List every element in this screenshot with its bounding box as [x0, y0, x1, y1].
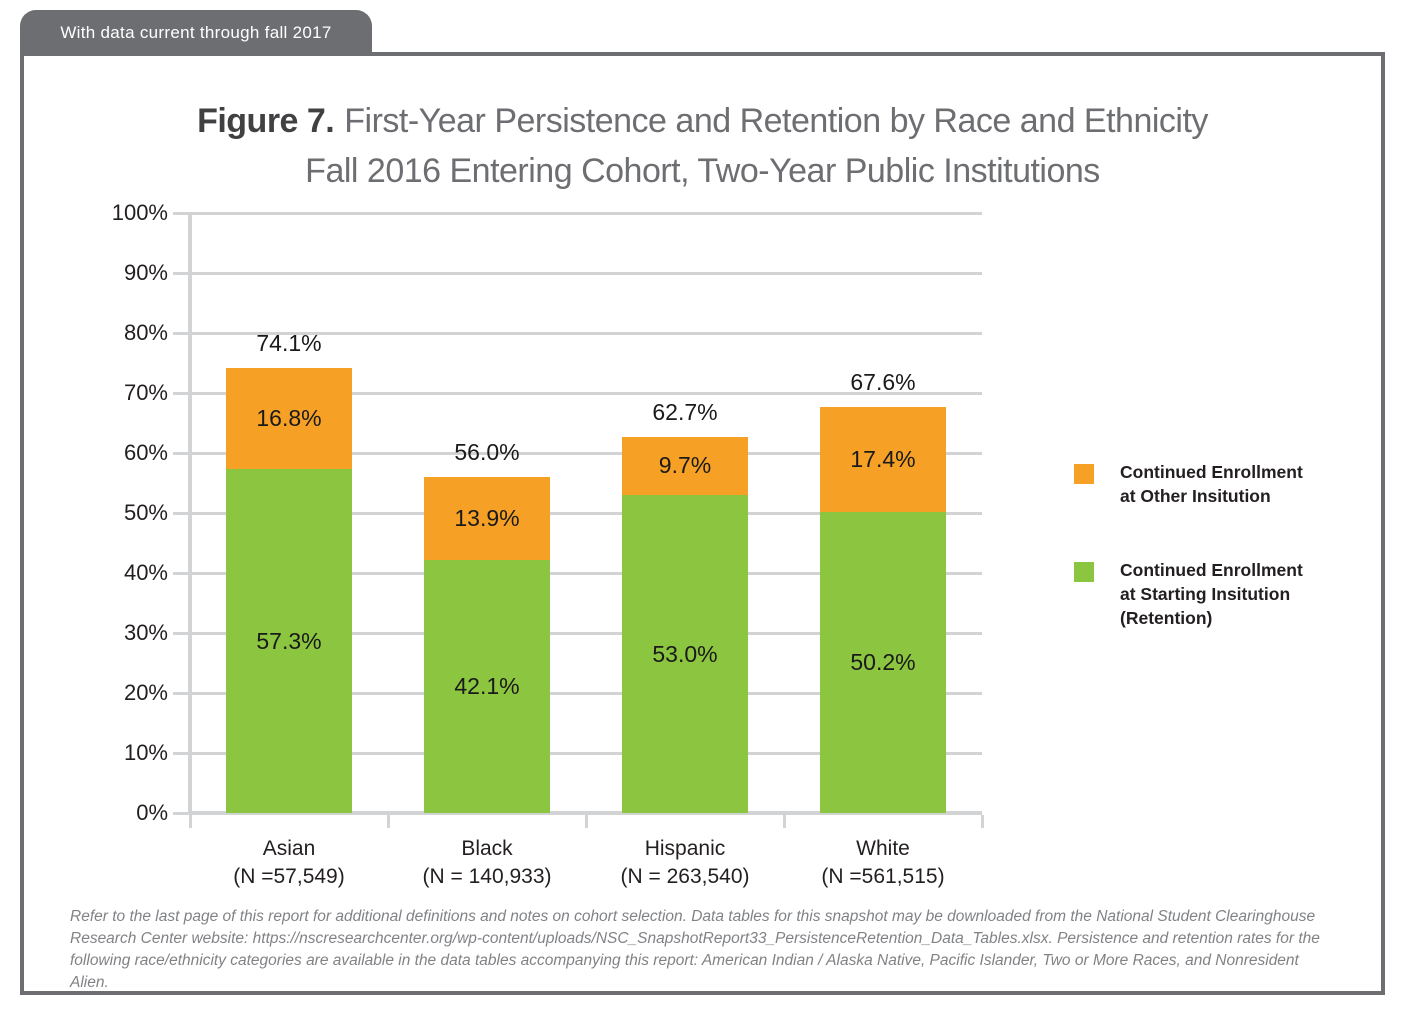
x-category-label: Black (N = 140,933): [388, 835, 586, 891]
y-axis-tick: [173, 691, 190, 695]
chart-plot-area: 0% 10% 20% 30% 40% 50% 60% 70% 80% 90% 100% 16.8% 57…: [112, 200, 984, 888]
gridline: [190, 631, 982, 635]
stacked-bar: 13.9% 42.1%: [424, 477, 550, 813]
y-tick-label: 30%: [123, 620, 168, 645]
x-axis-line: [190, 811, 982, 815]
category-name: White: [856, 837, 910, 860]
bar-total-label: 74.1%: [256, 330, 322, 357]
y-axis-tick: [173, 211, 190, 215]
legend-label-line: at Other Insitution: [1120, 486, 1271, 506]
y-tick-label: 40%: [123, 560, 168, 585]
y-axis-tick: [173, 751, 190, 755]
category-n-count: (N =561,515): [821, 865, 945, 888]
bar-total-label: 56.0%: [454, 439, 520, 465]
bar-segment-retention: 42.1%: [424, 560, 550, 813]
figure-title: Figure 7. First-Year Persistence and Rete…: [20, 96, 1385, 196]
bar-segment-value: 17.4%: [850, 446, 916, 473]
y-axis-tick: [173, 511, 190, 515]
x-axis-tick: [188, 815, 192, 828]
legend-label-line: Continued Enrollment: [1120, 560, 1303, 580]
bar-segment-value: 50.2%: [850, 648, 916, 675]
y-tick-label: 60%: [123, 440, 168, 465]
y-axis-tick: [173, 571, 190, 575]
y-tick-label: 90%: [123, 260, 168, 285]
x-category-label: Hispanic (N = 263,540): [586, 835, 784, 891]
y-tick-label: 20%: [123, 680, 168, 705]
y-tick-label: 50%: [123, 500, 168, 525]
x-axis-tick: [584, 815, 588, 828]
bar-segment-value: 9.7%: [658, 452, 712, 479]
y-axis-tick: [173, 271, 190, 275]
header-tab: With data current through fall 2017: [20, 10, 372, 56]
x-category-label: White (N =561,515): [784, 835, 982, 891]
legend-label: Continued Enrollment at Starting Insituti…: [1120, 558, 1303, 630]
y-axis-tick: [173, 631, 190, 635]
y-tick-label: 0%: [136, 800, 168, 825]
title-line-1: Figure 7. First-Year Persistence and Rete…: [20, 96, 1385, 146]
gridline: [190, 511, 982, 515]
y-tick-label: 10%: [123, 740, 168, 765]
gridline: [190, 271, 982, 275]
bar-segment-value: 53.0%: [652, 640, 718, 667]
bar-total-label: 62.7%: [652, 398, 718, 425]
legend-swatch: [1074, 464, 1094, 484]
category-n-count: (N =57,549): [233, 865, 345, 888]
footnote: Refer to the last page of this report fo…: [70, 908, 1320, 991]
stacked-bar: 9.7% 53.0%: [622, 436, 748, 813]
title-text-line1: First-Year Persistence and Retention by …: [344, 102, 1208, 140]
y-axis-line: [188, 213, 192, 815]
bar-segment-value: 42.1%: [454, 673, 520, 700]
bar-total-label: 67.6%: [850, 369, 916, 396]
y-axis-tick: [173, 391, 190, 395]
y-tick-label: 80%: [123, 320, 168, 345]
bar-segment-other-institution: 16.8%: [226, 368, 352, 470]
figure-number: Figure 7.: [197, 102, 335, 140]
gridline: [190, 751, 982, 755]
category-name: Hispanic: [644, 837, 726, 860]
category-name: Black: [461, 837, 513, 860]
x-axis-tick: [386, 815, 390, 828]
bar-segment-retention: 50.2%: [820, 511, 946, 813]
y-tick-label: 100%: [111, 200, 168, 225]
y-axis-tick: [173, 811, 190, 815]
legend-entry: Continued Enrollment at Starting Insituti…: [1074, 558, 1303, 630]
gridline: [190, 211, 982, 215]
gridline: [190, 391, 982, 395]
header-tab-label: With data current through fall 2017: [60, 23, 332, 42]
y-axis-tick: [173, 331, 190, 335]
legend-label: Continued Enrollment at Other Insitution: [1120, 460, 1303, 508]
legend-label-line: Continued Enrollment: [1120, 462, 1303, 482]
legend-entry: Continued Enrollment at Other Insitution: [1074, 460, 1303, 508]
gridline: [190, 571, 982, 575]
stacked-bar: 17.4% 50.2%: [820, 407, 946, 813]
legend-label-line: at Starting Insitution: [1120, 584, 1291, 604]
category-n-count: (N = 140,933): [422, 865, 552, 888]
bar-segment-value: 16.8%: [256, 405, 322, 432]
category-name: Asian: [262, 837, 316, 860]
bar-segment-other-institution: 17.4%: [820, 407, 946, 512]
x-category-label: Asian (N =57,549): [190, 835, 388, 891]
bar-segment-value: 57.3%: [256, 627, 322, 654]
y-tick-label: 70%: [123, 380, 168, 405]
x-axis-tick: [980, 815, 984, 828]
gridline: [190, 331, 982, 335]
y-axis-tick: [173, 451, 190, 455]
bar-segment-other-institution: 13.9%: [424, 477, 550, 561]
gridline: [190, 451, 982, 455]
bar-segment-value: 13.9%: [454, 505, 520, 532]
x-axis-tick: [782, 815, 786, 828]
stacked-bar: 16.8% 57.3%: [226, 368, 352, 813]
bar-segment-retention: 57.3%: [226, 469, 352, 813]
bar-segment-other-institution: 9.7%: [622, 436, 748, 495]
legend-swatch: [1074, 562, 1094, 582]
gridline: [190, 691, 982, 695]
title-text-line2: Fall 2016 Entering Cohort, Two-Year Publ…: [305, 152, 1100, 190]
category-n-count: (N = 263,540): [620, 865, 750, 888]
bar-segment-retention: 53.0%: [622, 495, 748, 813]
legend-label-line: (Retention): [1120, 608, 1213, 628]
legend: Continued Enrollment at Other Insitution C…: [1074, 460, 1303, 680]
